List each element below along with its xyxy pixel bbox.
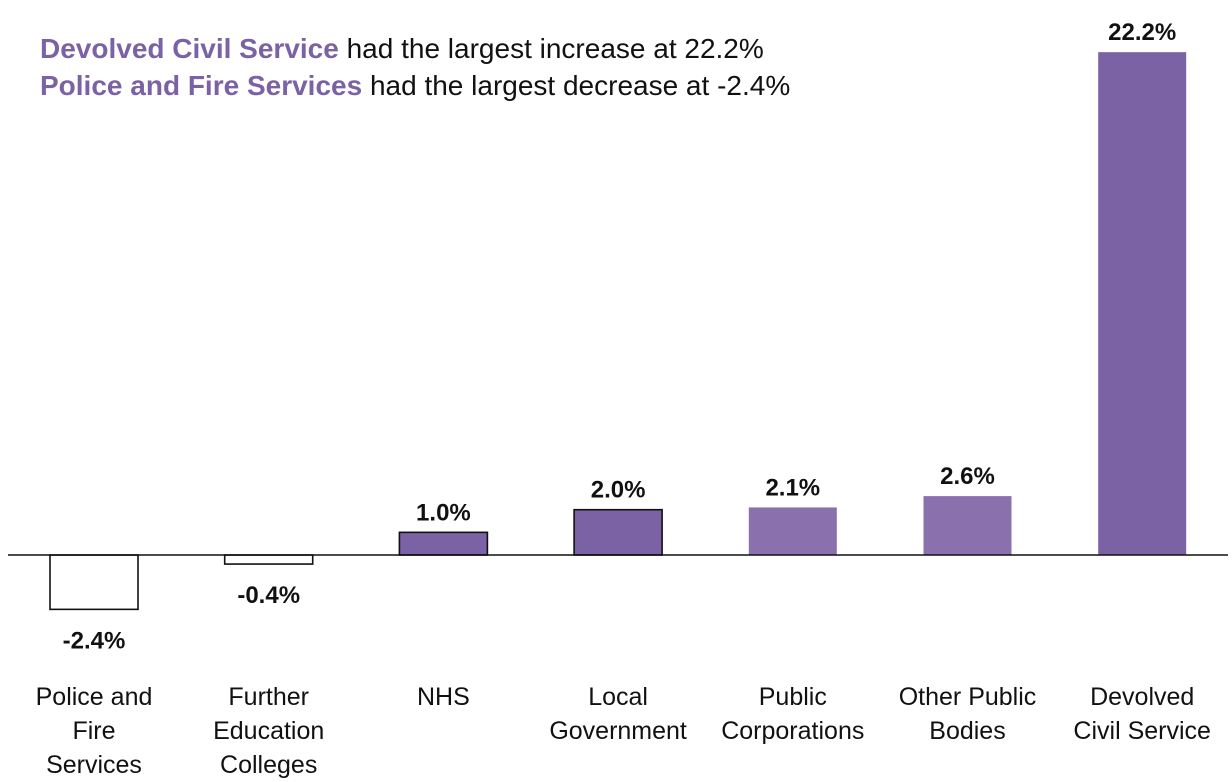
data-label: 2.6%: [940, 463, 995, 490]
category-label: Local: [588, 683, 648, 711]
chart-headline: Devolved Civil Service had the largest i…: [40, 30, 790, 104]
bar: [1098, 52, 1187, 556]
headline-text-increase: had the largest increase at 22.2%: [338, 33, 764, 64]
category-label: Government: [549, 717, 687, 745]
headline-line-2: Police and Fire Services had the largest…: [40, 67, 790, 104]
category-label: Other Public: [899, 683, 1037, 711]
bar: [748, 507, 837, 555]
headline-text-decrease: had the largest decrease at -2.4%: [362, 70, 791, 101]
category-label: Bodies: [929, 717, 1005, 745]
category-label: Police and: [36, 683, 153, 711]
category-label: Further: [228, 683, 309, 711]
data-label: 2.1%: [765, 474, 820, 501]
category-label: Corporations: [721, 717, 864, 745]
category-label: Colleges: [220, 751, 317, 779]
category-label: Public: [759, 683, 827, 711]
category-label: Education: [213, 717, 324, 745]
category-label: Devolved: [1090, 683, 1194, 711]
data-label: 22.2%: [1108, 19, 1176, 46]
headline-line-1: Devolved Civil Service had the largest i…: [40, 30, 790, 67]
bar: [223, 554, 314, 565]
bar: [49, 554, 139, 611]
data-label: 1.0%: [416, 499, 471, 526]
headline-highlight-increase: Devolved Civil Service: [40, 33, 339, 64]
category-label: Services: [46, 751, 142, 779]
data-label: 2.0%: [591, 477, 646, 504]
bar: [573, 508, 663, 556]
category-label: Civil Service: [1073, 717, 1211, 745]
bar: [923, 496, 1012, 555]
data-label: -0.4%: [237, 582, 300, 609]
bar: [398, 531, 489, 556]
data-label: -2.4%: [63, 627, 126, 654]
category-label: Fire: [72, 717, 115, 745]
category-label: NHS: [417, 683, 470, 711]
headline-highlight-decrease: Police and Fire Services: [40, 70, 363, 101]
